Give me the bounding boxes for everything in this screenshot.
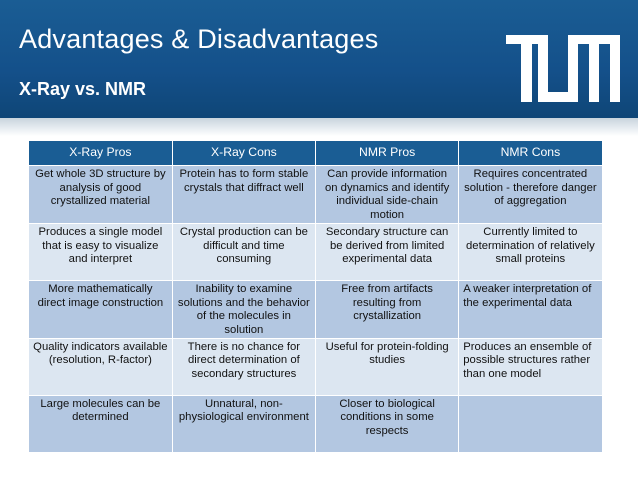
table-cell: Free from artifacts resulting from cryst… <box>315 280 460 339</box>
table-cell: There is no chance for direct determinat… <box>172 338 317 396</box>
table-cell: Unnatural, non-physiological environment <box>172 395 317 453</box>
table-row: Large molecules can be determined Unnatu… <box>29 395 603 453</box>
slide-subtitle: X-Ray vs. NMR <box>19 79 147 99</box>
table-row: Get whole 3D structure by analysis of go… <box>29 165 603 224</box>
table-cell: Inability to examine solutions and the b… <box>172 280 317 339</box>
tum-logo-icon <box>506 35 620 102</box>
table-cell: Protein has to form stable crystals that… <box>172 165 317 224</box>
header-nmr-pros: NMR Pros <box>315 141 460 166</box>
table-cell: Produces an ensemble of possible structu… <box>458 338 603 396</box>
header-nmr-cons: NMR Cons <box>458 141 603 166</box>
table-cell: Get whole 3D structure by analysis of go… <box>29 165 173 224</box>
slide-title: Advantages & Disadvantages <box>19 24 379 54</box>
table-cell: Closer to biological conditions in some … <box>315 395 460 453</box>
table-cell: Large molecules can be determined <box>29 395 173 453</box>
comparison-table: X-Ray Pros X-Ray Cons NMR Pros NMR Cons … <box>29 141 603 453</box>
table-cell: Quality indicators available (resolution… <box>29 338 173 396</box>
table-cell: A weaker interpretation of the experimen… <box>458 280 603 339</box>
table-cell: More mathematically direct image constru… <box>29 280 173 339</box>
table-row: Quality indicators available (resolution… <box>29 338 603 396</box>
table-cell: Requires concentrated solution - therefo… <box>458 165 603 224</box>
table-cell: Can provide information on dynamics and … <box>315 165 460 224</box>
table-cell <box>458 395 603 453</box>
table-cell: Produces a single model that is easy to … <box>29 223 173 281</box>
table-cell: Useful for protein-folding studies <box>315 338 460 396</box>
table-cell: Secondary structure can be derived from … <box>315 223 460 281</box>
table-header-row: X-Ray Pros X-Ray Cons NMR Pros NMR Cons <box>29 141 603 166</box>
header-xray-cons: X-Ray Cons <box>172 141 317 166</box>
header-xray-pros: X-Ray Pros <box>29 141 173 166</box>
table-cell: Currently limited to determination of re… <box>458 223 603 281</box>
table-row: Produces a single model that is easy to … <box>29 223 603 281</box>
table-cell: Crystal production can be difficult and … <box>172 223 317 281</box>
header-shadow-band <box>0 118 638 136</box>
table-row: More mathematically direct image constru… <box>29 280 603 339</box>
